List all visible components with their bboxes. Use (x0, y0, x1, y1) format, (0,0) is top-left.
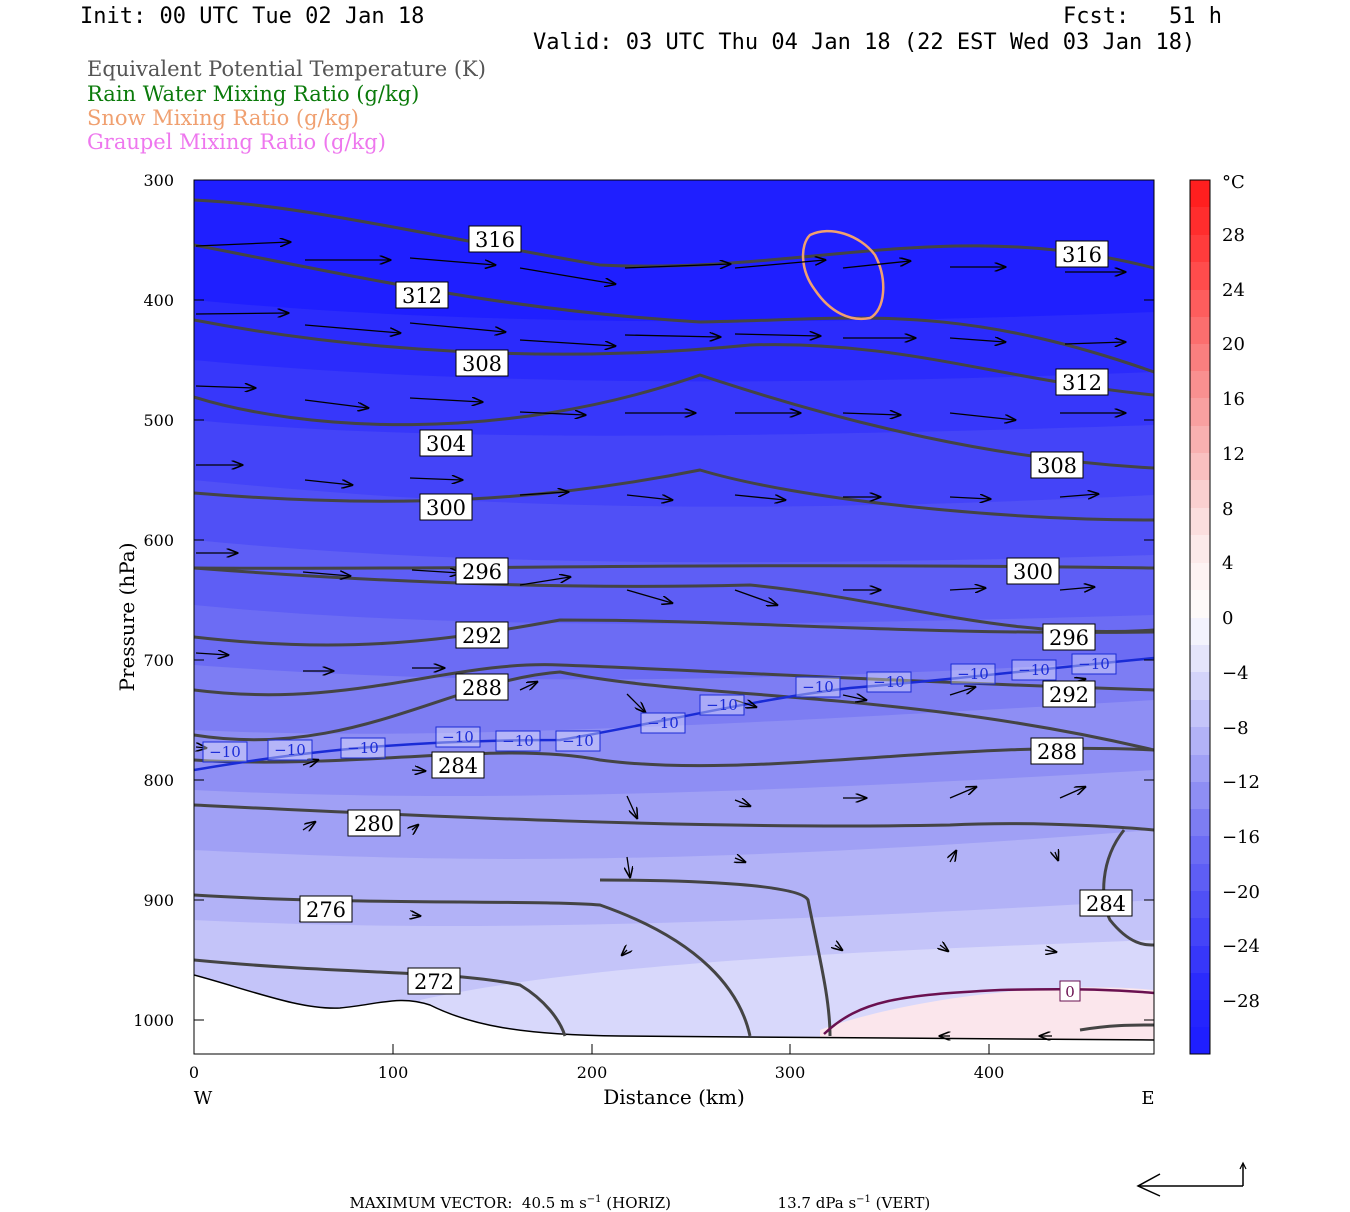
theta-e-label: 276 (306, 898, 346, 922)
plot-frame (193, 179, 1155, 1055)
horiz-label: (HORIZ) (601, 1194, 672, 1212)
isotherm-label: −10 (347, 739, 379, 757)
x-tick-label: 100 (378, 1063, 409, 1082)
snow-contour (801, 229, 885, 321)
theta-e-label: 284 (1086, 892, 1126, 916)
theta-e-labels: 316 316 312 312 308 308 304 300 300 296 … (299, 225, 1133, 995)
colorbar-label: −20 (1222, 882, 1260, 903)
y-tick-label: 400 (143, 291, 174, 310)
colorbar-label: −12 (1222, 772, 1260, 793)
theta-e-label: 300 (426, 496, 466, 520)
y-tick-label: 300 (143, 171, 174, 190)
colorbar-label: 20 (1222, 334, 1245, 355)
theta-e-label: 292 (1049, 683, 1089, 707)
colorbar-label: 12 (1222, 444, 1245, 465)
colorbar (1189, 179, 1211, 1055)
y-axis (194, 179, 1154, 1021)
theta-e-label: 296 (462, 560, 502, 584)
x-tick-label: 200 (577, 1063, 608, 1082)
x-tick-label: 0 (189, 1063, 199, 1082)
isotherm-label: −10 (442, 728, 474, 746)
theta-e-label: 284 (438, 754, 478, 778)
max-vector-horiz: MAXIMUM VECTOR: 40.5 m s−1 (HORIZ) (340, 1176, 671, 1212)
theta-e-label: 288 (1037, 740, 1077, 764)
legend-graupel: Graupel Mixing Ratio (g/kg) (87, 130, 386, 154)
colorbar-label: 8 (1222, 499, 1233, 520)
isotherm-label: −10 (957, 665, 989, 683)
vert-label: (VERT) (870, 1194, 931, 1212)
isotherm-label: −10 (802, 678, 834, 696)
y-tick-label: 900 (143, 891, 174, 910)
isotherm-label: −10 (706, 696, 738, 714)
east-label: E (1141, 1088, 1154, 1109)
theta-e-label: 292 (462, 624, 502, 648)
legend-snow: Snow Mixing Ratio (g/kg) (87, 106, 359, 130)
colorbar-label: −28 (1222, 991, 1260, 1012)
isotherm-labels: −10 −10 −10 −10 −10 −10 −10 −10 −10 −10 … (202, 653, 1117, 763)
x-tick-label: 300 (775, 1063, 806, 1082)
y-axis-label: Pressure (hPa) (115, 543, 139, 692)
forecast-hour: Fcst: 51 h (1063, 4, 1222, 29)
isotherm-label: −10 (1018, 661, 1050, 679)
isotherm-label: −10 (274, 741, 306, 759)
colorbar-label: 4 (1222, 553, 1233, 574)
y-tick-label: 500 (143, 411, 174, 430)
y-tick-label: 700 (143, 651, 174, 670)
zero-isotherm-label: 0 (1065, 983, 1075, 1001)
theta-e-label: 316 (475, 228, 515, 252)
colorbar-label: 24 (1222, 280, 1245, 301)
isotherm-label: −10 (562, 732, 594, 750)
legend-theta-e: Equivalent Potential Temperature (K) (87, 57, 486, 81)
y-tick-label: 800 (143, 771, 174, 790)
theta-e-label: 308 (1037, 454, 1077, 478)
legend-rain: Rain Water Mixing Ratio (g/kg) (87, 82, 420, 106)
theta-e-label: 272 (414, 970, 454, 994)
temperature-shading (194, 180, 1154, 1054)
y-tick-label: 1000 (133, 1011, 174, 1030)
isotherm-label: −10 (647, 714, 679, 732)
theta-e-label: 280 (354, 812, 394, 836)
west-label: W (194, 1088, 213, 1109)
init-time: Init: 00 UTC Tue 02 Jan 18 (80, 4, 425, 29)
isotherm-zero (823, 987, 1154, 1035)
theta-e-label: 316 (1062, 243, 1102, 267)
colorbar-label: −16 (1222, 827, 1260, 848)
isotherm-label: −10 (1078, 655, 1110, 673)
colorbar-label: −24 (1222, 936, 1260, 957)
wind-vectors (196, 242, 1125, 1036)
isotherm-label: −10 (502, 732, 534, 750)
colorbar-unit: °C (1222, 172, 1245, 193)
max-vector-horiz-value: MAXIMUM VECTOR: 40.5 m s (349, 1194, 587, 1212)
theta-e-label: 312 (1062, 371, 1102, 395)
isotherm-label: −10 (209, 743, 241, 761)
colorbar-label: 28 (1222, 225, 1245, 246)
x-axis-label: Distance (km) (603, 1085, 745, 1109)
theta-e-label: 304 (426, 432, 466, 456)
theta-e-label: 300 (1013, 560, 1053, 584)
max-vector-vert-value: 13.7 dPa s (777, 1194, 857, 1212)
theta-e-label: 288 (462, 676, 502, 700)
theta-e-label: 296 (1049, 626, 1089, 650)
cross-section-chart: 300 400 500 600 700 800 900 1000 Pressur… (115, 171, 1260, 1109)
theta-e-label: 308 (462, 352, 502, 376)
colorbar-label: 0 (1222, 608, 1233, 629)
reference-vector-icon (1136, 1161, 1247, 1197)
colorbar-label: −4 (1222, 663, 1249, 684)
colorbar-label: −8 (1222, 718, 1249, 739)
x-axis (193, 1044, 990, 1054)
y-tick-label: 600 (143, 531, 174, 550)
x-tick-label: 400 (974, 1063, 1005, 1082)
colorbar-label: 16 (1222, 389, 1245, 410)
max-vector-vert: 13.7 dPa s−1 (VERT) (768, 1176, 931, 1212)
isotherm-label: −10 (873, 673, 905, 691)
theta-e-label: 312 (402, 284, 442, 308)
valid-time: Valid: 03 UTC Thu 04 Jan 18 (22 EST Wed … (533, 30, 1196, 55)
